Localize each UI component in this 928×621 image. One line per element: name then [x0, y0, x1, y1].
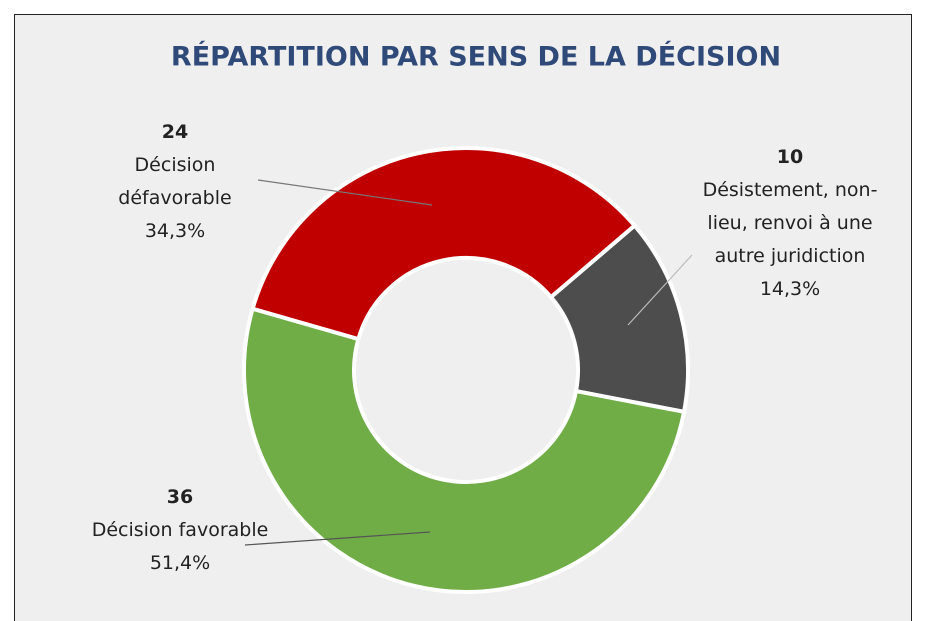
percent-label: 51,4% — [149, 552, 211, 574]
data-label: 36 Décision favorable 51,4% — [90, 481, 270, 580]
value-label: 36 — [166, 486, 194, 508]
slice — [241, 306, 687, 594]
category-label: Désistement, non-lieu, renvoi à une autr… — [702, 179, 878, 267]
data-label: 10 Désistement, non-lieu, renvoi à une au… — [700, 141, 880, 306]
category-label: Décision favorable — [91, 519, 269, 541]
leader-line — [244, 531, 431, 546]
slice — [250, 146, 638, 342]
leader-line — [627, 254, 693, 326]
chart-title: RÉPARTITION PAR SENS DE LA DÉCISION — [171, 41, 781, 73]
category-label: Décision défavorable — [118, 154, 232, 209]
value-label: 10 — [776, 146, 804, 168]
slice — [548, 222, 690, 415]
leader-line — [257, 179, 433, 206]
percent-label: 14,3% — [759, 278, 821, 300]
value-label: 24 — [161, 121, 189, 143]
data-label: 24 Décision défavorable 34,3% — [85, 116, 265, 248]
percent-label: 34,3% — [144, 220, 206, 242]
